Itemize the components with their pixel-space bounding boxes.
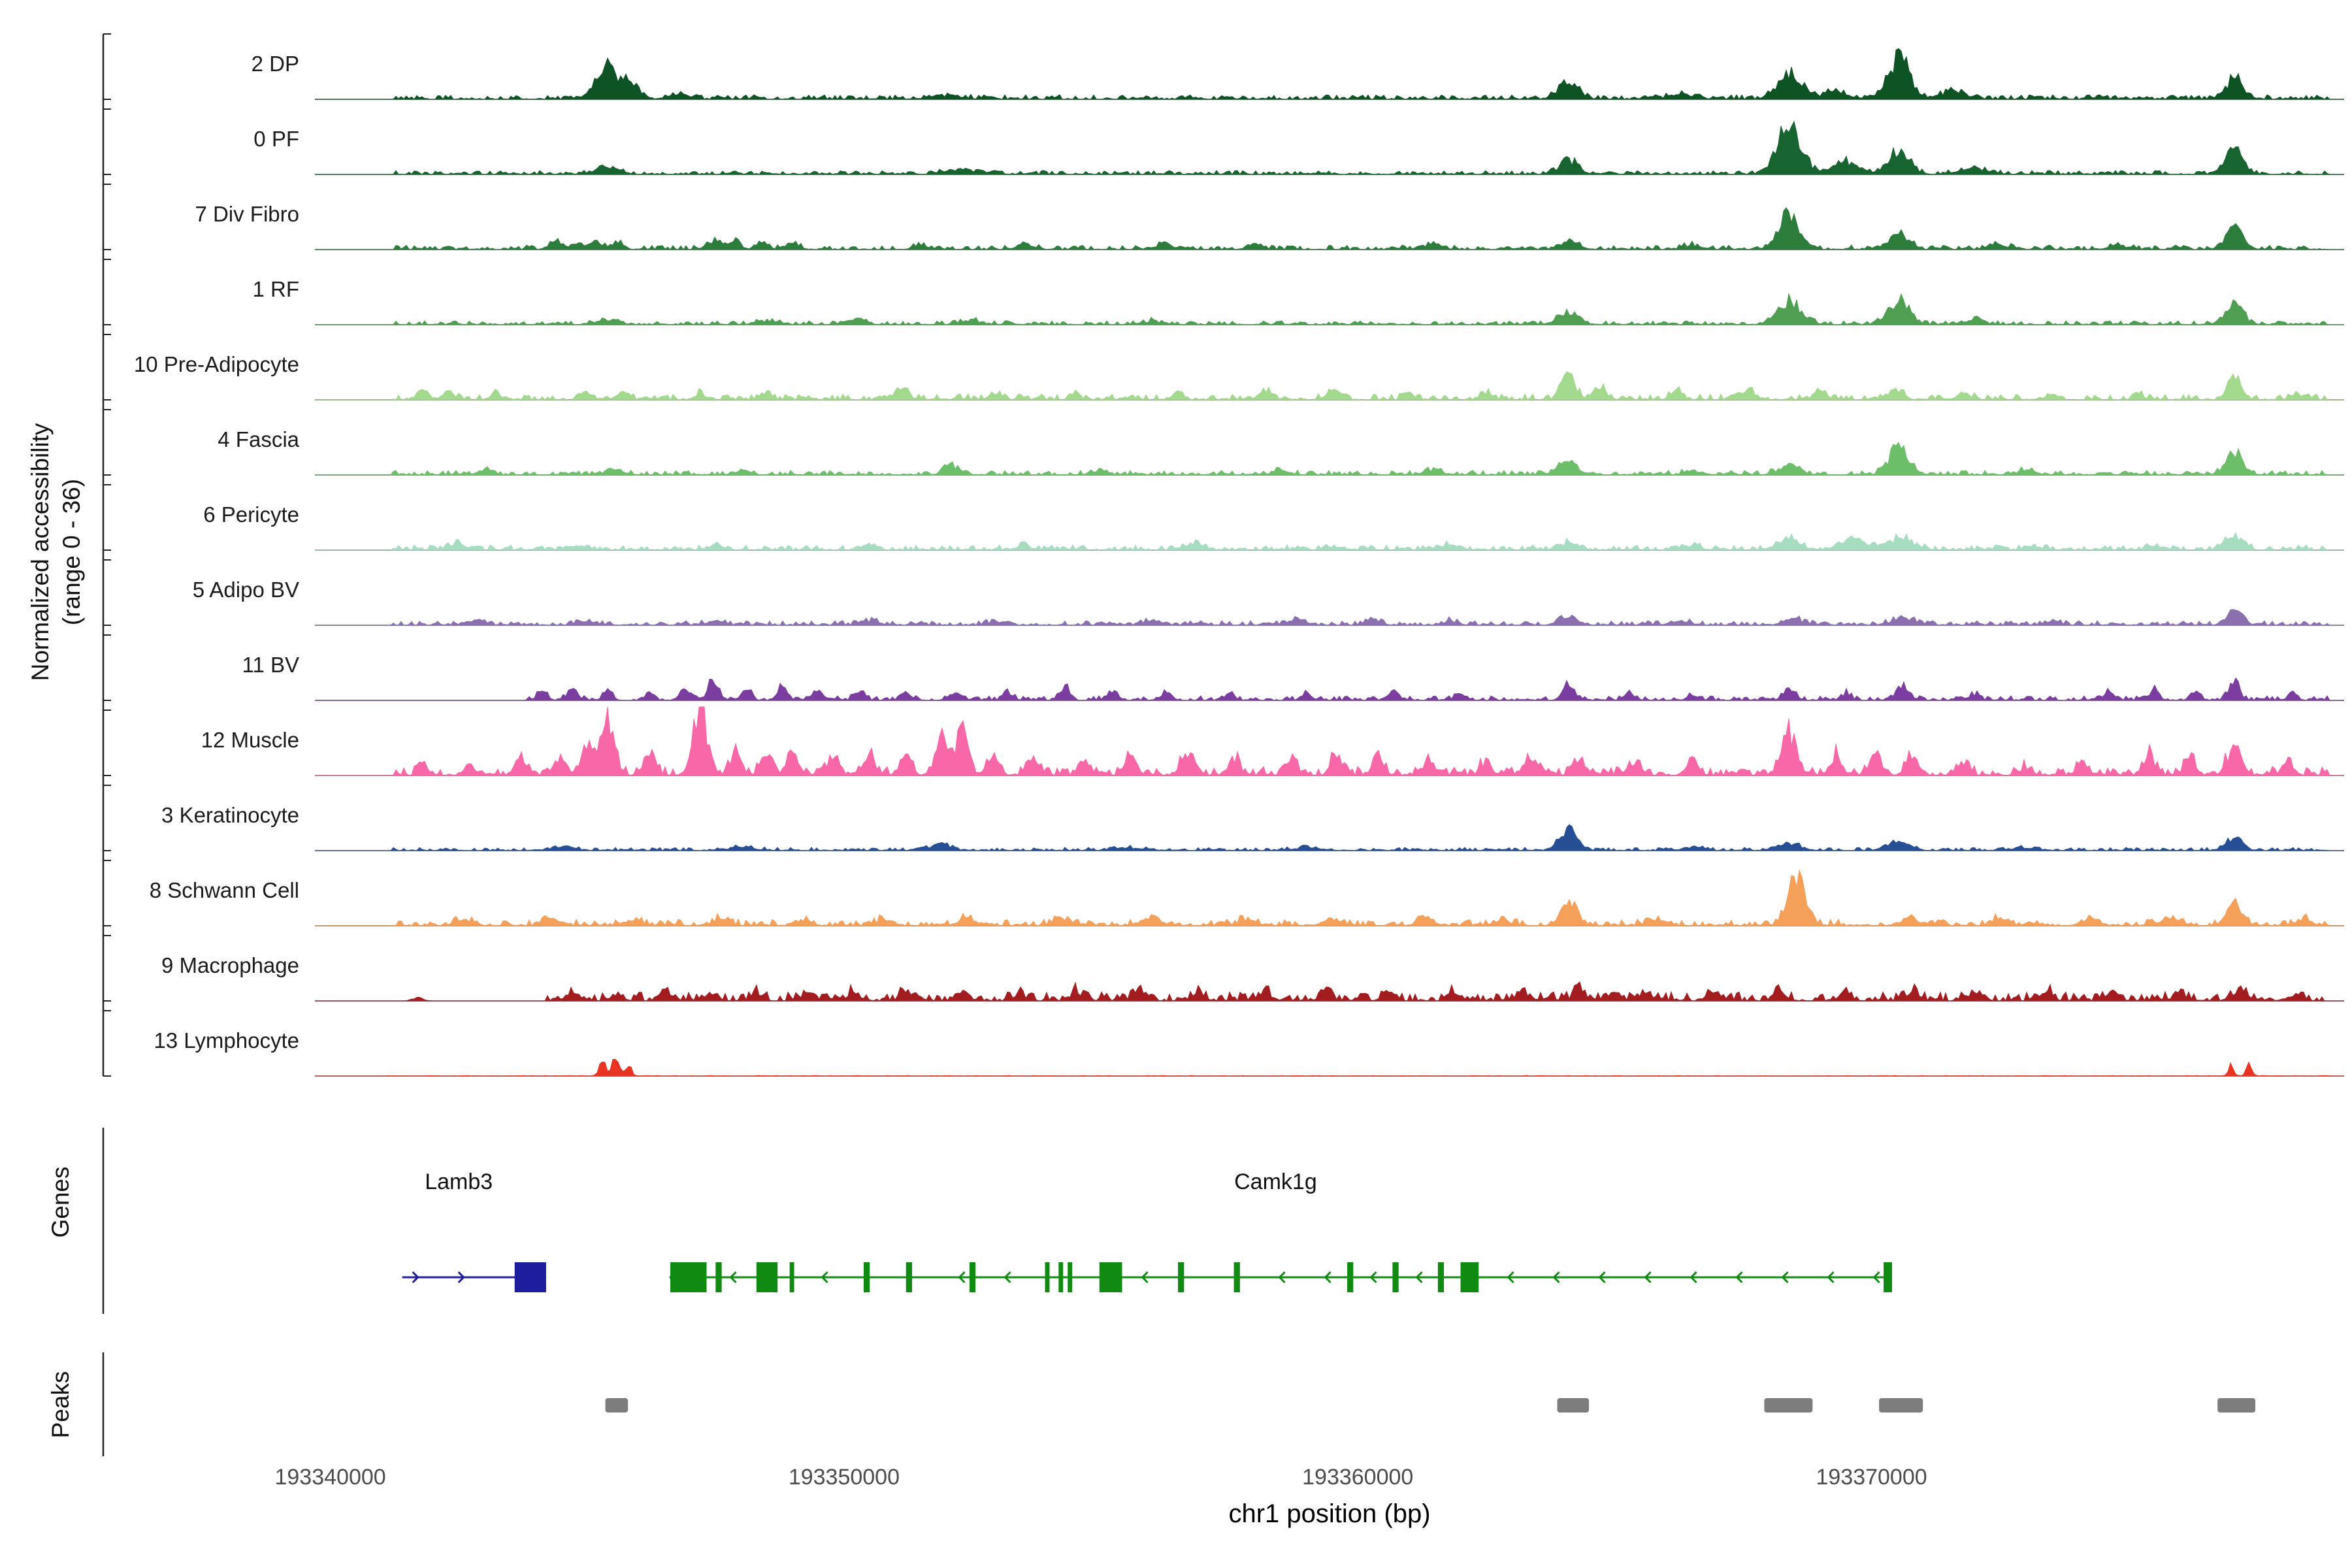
peak-region bbox=[1557, 1398, 1590, 1413]
gene-model: Camk1g bbox=[669, 1169, 1893, 1292]
track-row: 2 DP bbox=[0, 26, 2352, 101]
peaks-section-label: Peaks bbox=[46, 1371, 74, 1439]
track-signal bbox=[315, 442, 2344, 476]
track-label: 2 DP bbox=[251, 51, 299, 76]
track-row: 9 Macrophage bbox=[0, 928, 2352, 1003]
gene-name-label: Lamb3 bbox=[425, 1169, 493, 1194]
x-axis-tick: 193350000 bbox=[788, 1465, 900, 1490]
peak-region bbox=[2217, 1398, 2256, 1413]
gene-model: Lamb3 bbox=[402, 1169, 546, 1292]
axis-bracket-lines bbox=[102, 33, 111, 1456]
track-label: 6 Pericyte bbox=[203, 502, 299, 527]
gene-models-panel: Lamb3 Camk1g bbox=[402, 1169, 1893, 1292]
track-label: 12 Muscle bbox=[201, 727, 299, 752]
track-label: 11 BV bbox=[242, 652, 299, 677]
track-signal bbox=[315, 609, 2344, 626]
track-label: 9 Macrophage bbox=[161, 953, 299, 977]
track-row: 5 Adipo BV bbox=[0, 552, 2352, 627]
track-signal bbox=[315, 120, 2344, 175]
track-label: 10 Pre-Adipocyte bbox=[133, 351, 299, 376]
track-signal bbox=[315, 48, 2344, 100]
peak-region bbox=[1764, 1398, 1813, 1413]
track-row: 0 PF bbox=[0, 101, 2352, 176]
x-axis-title: chr1 position (bp) bbox=[1228, 1499, 1431, 1528]
peak-region bbox=[1879, 1398, 1923, 1413]
peak-region bbox=[605, 1398, 629, 1413]
peak-regions-panel bbox=[605, 1398, 2256, 1413]
track-signal bbox=[315, 371, 2344, 401]
track-row: 12 Muscle bbox=[0, 702, 2352, 777]
x-axis-tick: 193360000 bbox=[1302, 1465, 1414, 1490]
track-label: 4 Fascia bbox=[218, 427, 299, 451]
track-row: 7 Div Fibro bbox=[0, 176, 2352, 252]
track-signal bbox=[315, 531, 2344, 551]
track-signal bbox=[315, 677, 2344, 701]
gene-name-label: Camk1g bbox=[1234, 1169, 1317, 1194]
track-row: 11 BV bbox=[0, 627, 2352, 702]
track-label: 3 Keratinocyte bbox=[161, 802, 299, 827]
track-row: 1 RF bbox=[0, 252, 2352, 327]
track-signal bbox=[315, 1058, 2344, 1077]
track-label: 5 Adipo BV bbox=[192, 577, 299, 602]
track-signal bbox=[315, 824, 2344, 851]
track-row: 6 Pericyte bbox=[0, 477, 2352, 552]
track-label: 8 Schwann Cell bbox=[149, 877, 299, 902]
genes-section-label: Genes bbox=[46, 1166, 74, 1238]
track-signal bbox=[315, 706, 2344, 777]
track-row: 3 Keratinocyte bbox=[0, 777, 2352, 853]
track-signal bbox=[315, 293, 2344, 325]
track-label: 1 RF bbox=[252, 276, 299, 301]
x-axis-tick: 193340000 bbox=[274, 1465, 386, 1490]
track-label: 7 Div Fibro bbox=[195, 201, 299, 226]
track-label: 13 Lymphocyte bbox=[154, 1028, 299, 1053]
track-row: 13 Lymphocyte bbox=[0, 1003, 2352, 1078]
track-row: 4 Fascia bbox=[0, 402, 2352, 477]
track-signal bbox=[315, 981, 2344, 1002]
track-label: 0 PF bbox=[253, 126, 299, 151]
track-row: 8 Schwann Cell bbox=[0, 853, 2352, 928]
x-axis-tick: 193370000 bbox=[1816, 1465, 1927, 1490]
track-row: 10 Pre-Adipocyte bbox=[0, 327, 2352, 402]
track-signal bbox=[315, 207, 2344, 250]
track-signal bbox=[315, 869, 2344, 926]
